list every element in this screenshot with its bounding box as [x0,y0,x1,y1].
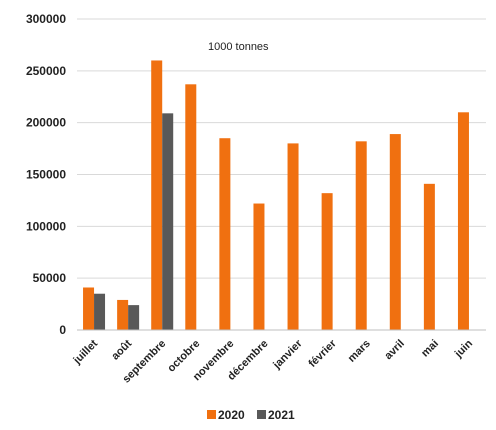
x-tick-label: janvier [270,337,305,372]
legend-label-2020: 2020 [218,408,245,422]
legend-swatch-2020 [207,410,216,419]
y-tick-label: 0 [59,323,66,337]
y-tick-label: 150000 [26,168,66,182]
gridlines [77,18,486,279]
x-tick-label: avril [382,338,406,362]
bars [83,60,469,330]
bar-2020-mars [355,141,367,330]
bar-2021-août [128,305,140,330]
bar-2020-janvier [287,143,299,330]
bar-2020-février [321,193,333,330]
y-tick-label: 250000 [26,64,66,78]
x-tick-label: mai [419,338,441,360]
bar-2020-novembre [219,138,231,330]
x-tick-label: juillet [71,337,101,367]
bar-2021-juillet [94,293,106,330]
bar-2020-septembre [151,60,163,330]
y-tick-label: 300000 [26,12,66,26]
bar-2020-mai [423,183,435,330]
legend-swatch-2021 [257,410,266,419]
legend: 2020 2021 [207,408,295,422]
bar-2020-juin [457,112,469,330]
x-tick-label: juin [452,337,475,360]
legend-label-2021: 2021 [268,408,295,422]
bar-2020-décembre [253,203,265,330]
bar-2021-septembre [162,113,174,330]
bar-2020-août [117,299,129,330]
x-tick-label: mars [346,338,373,365]
x-tick-label: février [306,337,339,370]
units-annotation: 1000 tonnes [208,41,269,53]
x-tick-label: août [109,337,134,362]
y-tick-label: 100000 [26,219,66,233]
y-axis-ticks: 0 50000 100000 150000 200000 250000 300000 [26,12,66,337]
y-tick-label: 50000 [33,271,67,285]
y-tick-label: 200000 [26,116,66,130]
bar-2020-avril [389,134,401,330]
x-axis-labels: juillet aoûtseptembreoctobrenovembredécem… [71,337,476,385]
bar-2020-octobre [185,84,197,330]
bar-2020-juillet [83,287,95,330]
